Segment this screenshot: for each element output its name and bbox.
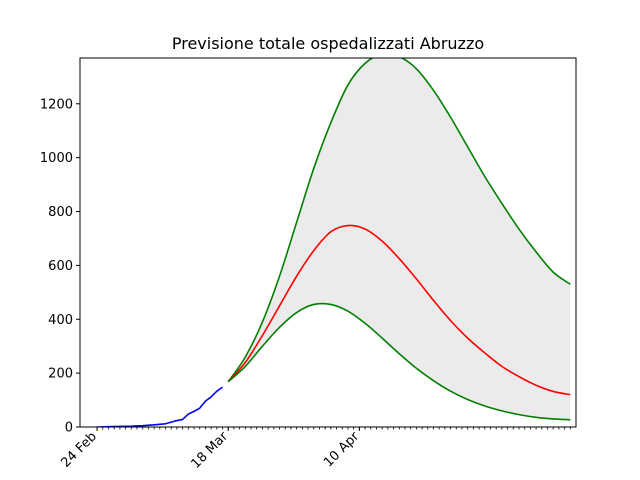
series-line-upper [227,58,571,383]
series-line-central [227,224,571,396]
axes-frame [79,57,577,428]
y-tick-label: 1200 [40,97,73,112]
series-line-lower [227,302,571,421]
y-tick-label: 0 [65,421,73,436]
y-tick-label: 200 [48,367,73,382]
chart-title: Previsione totale ospedalizzati Abruzzo [172,34,484,53]
y-tick-label: 1000 [40,151,73,166]
x-tick-label: 10 Apr [321,429,363,471]
x-tick-label: 18 Mar [188,429,231,472]
series-line-observed [97,386,223,427]
y-tick-label: 800 [48,205,73,220]
y-tick-label: 600 [48,259,73,274]
confidence-band [228,58,571,420]
y-tick-label: 400 [48,313,73,328]
